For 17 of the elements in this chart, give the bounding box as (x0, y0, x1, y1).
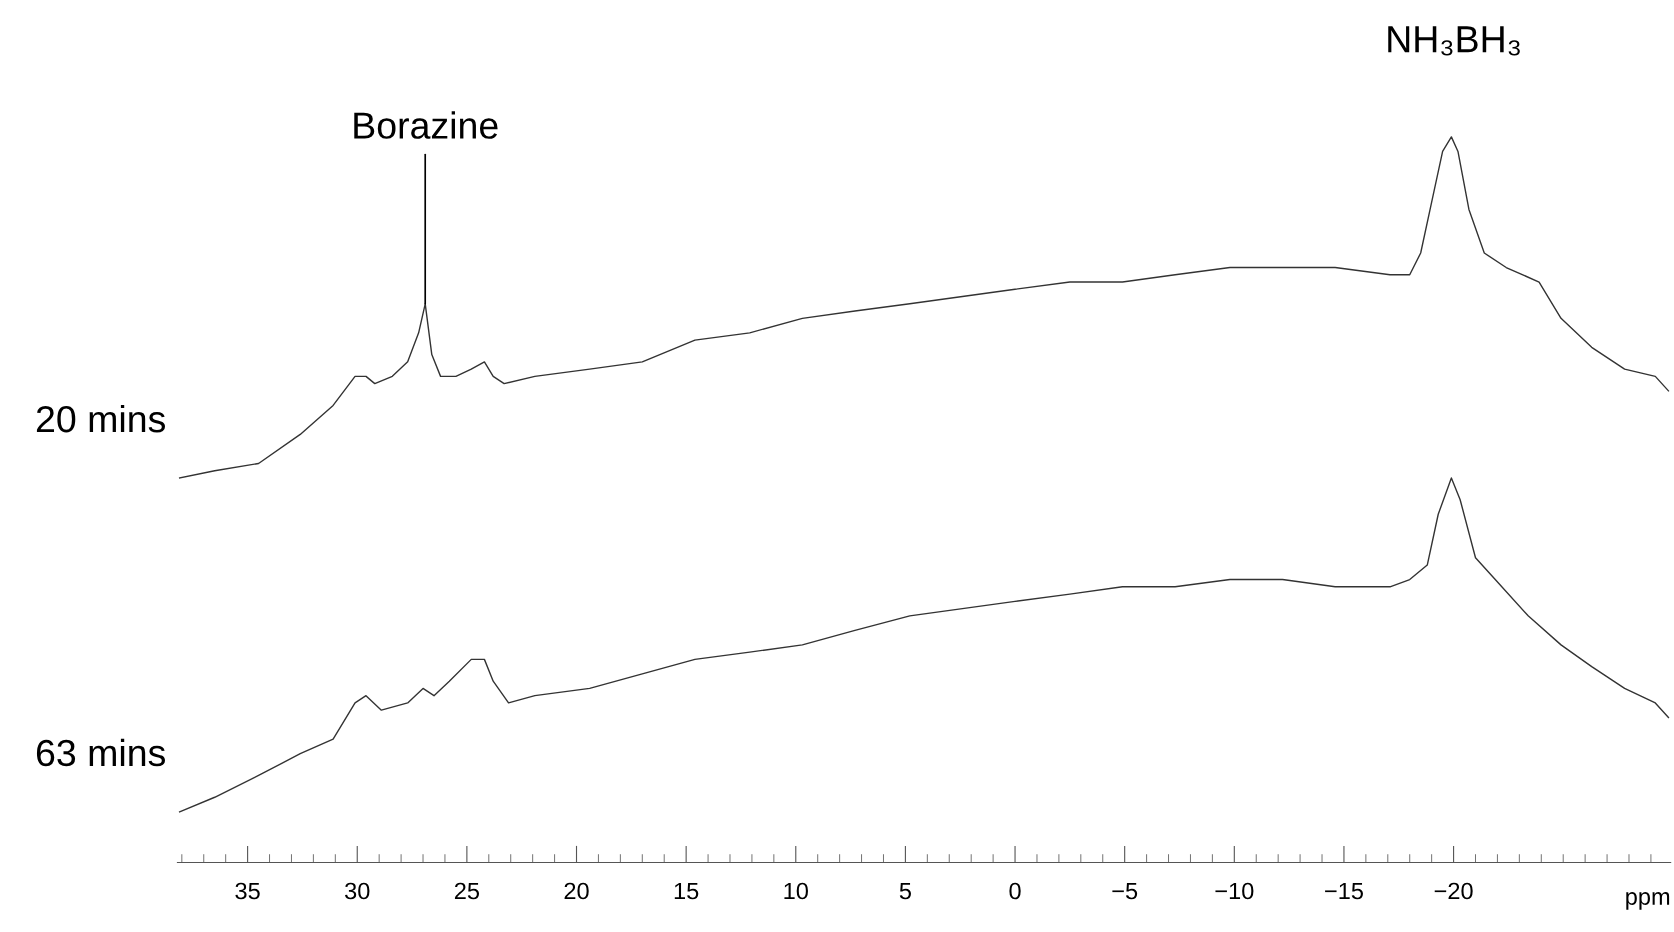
x-tick-label: 35 (235, 882, 260, 900)
x-tick-label: 10 (784, 882, 808, 900)
x-tick-label: −20 (1434, 882, 1473, 900)
annotation: NH₃BH₃ (1388, 26, 1520, 56)
series-label: 63 mins (36, 738, 165, 767)
x-tick-label: −10 (1215, 882, 1254, 900)
x-axis-title: ppm (1626, 892, 1670, 910)
x-tick-label: 15 (674, 882, 699, 900)
x-tick-label: −5 (1112, 882, 1138, 900)
x-tick-label: 30 (345, 882, 370, 900)
x-tick-label: 25 (454, 882, 480, 900)
x-tick-label: 5 (899, 882, 911, 900)
x-tick-label: −15 (1325, 882, 1363, 900)
x-tick-label: 20 (564, 882, 589, 900)
x-tick-label: 0 (1009, 882, 1021, 900)
series-label: 20 mins (36, 404, 165, 433)
annotation: Borazine (354, 111, 498, 139)
